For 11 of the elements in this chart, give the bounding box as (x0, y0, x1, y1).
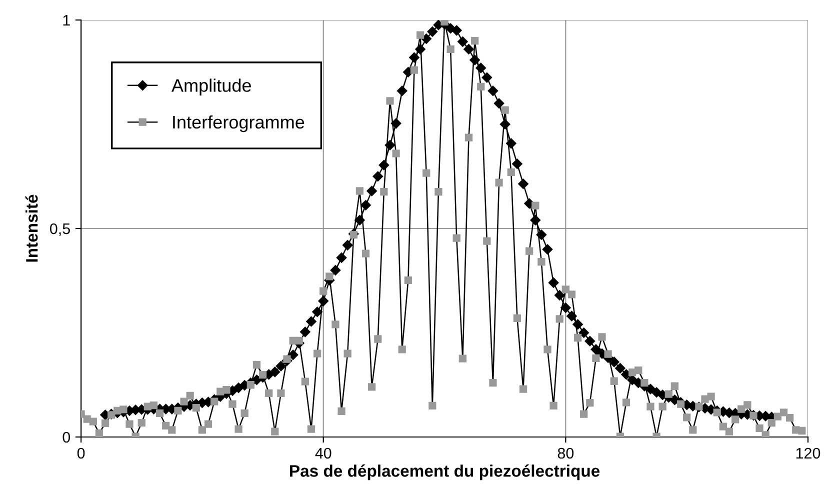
y-axis-title: Intensité (25, 194, 38, 262)
x-tick-label: 40 (315, 448, 332, 459)
x-tick-label: 120 (796, 448, 820, 459)
legend-label: Interferogramme (173, 115, 304, 132)
y-tick-label: 0,5 (50, 223, 70, 236)
x-tick-label: 80 (558, 448, 574, 459)
legend-label: Amplitude (172, 78, 251, 96)
y-tick-label: 1 (63, 15, 70, 26)
x-axis-title: Pas de déplacement du piezoélectrique (290, 464, 600, 480)
x-tick-label: 0 (77, 448, 85, 459)
y-tick-label: 0 (62, 432, 70, 443)
